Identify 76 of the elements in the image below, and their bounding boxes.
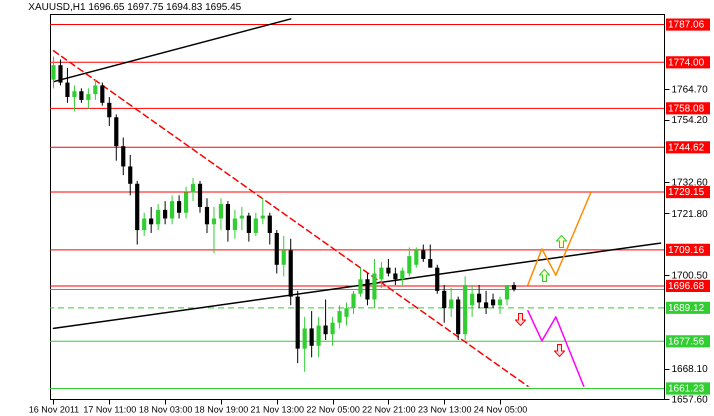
candlestick — [324, 298, 328, 340]
candlestick — [477, 284, 482, 309]
candlestick — [435, 264, 440, 294]
candlestick — [310, 310, 314, 358]
candlestick — [421, 244, 426, 262]
candlestick — [100, 82, 104, 106]
candlestick — [365, 272, 370, 306]
y-tick-label: 1764.70 — [672, 84, 708, 96]
candlestick — [128, 154, 132, 196]
candlestick — [121, 137, 126, 176]
y-tick-label: 1732.60 — [672, 178, 708, 189]
candlestick — [142, 212, 146, 236]
ref-line-label: 1689.12 — [668, 302, 705, 314]
candlestick — [268, 212, 272, 246]
candlestick — [246, 212, 251, 242]
candlestick — [379, 261, 384, 288]
ref-line-label: 1774.00 — [668, 57, 705, 68]
candlestick — [93, 79, 98, 100]
candlestick — [176, 194, 182, 220]
candlestick — [484, 290, 488, 314]
candlestick — [149, 206, 154, 234]
candlestick — [212, 206, 216, 254]
ref-line-label: 1744.62 — [668, 142, 705, 154]
candlestick — [407, 246, 412, 277]
y-tick-label: 1657.60 — [672, 394, 708, 406]
candlestick — [218, 198, 224, 231]
y-tick-label: 1721.80 — [672, 208, 708, 220]
ref-line-label: 1709.16 — [668, 244, 705, 256]
y-tick-label: 1668.10 — [672, 364, 708, 376]
ref-line-label: 1696.68 — [668, 280, 705, 292]
candlestick — [393, 267, 398, 286]
ref-line-label: 1661.23 — [668, 384, 705, 394]
line-series — [527, 192, 592, 286]
candlestick — [184, 186, 188, 220]
candlestick — [414, 246, 418, 268]
candlestick — [51, 56, 56, 89]
candlestick — [204, 198, 210, 234]
candlestick — [86, 88, 90, 110]
candlestick — [240, 206, 244, 231]
candlestick — [490, 293, 496, 309]
candlestick — [72, 84, 77, 112]
x-tick-label: 24 Nov 05:00 — [474, 404, 528, 414]
x-tick-label: 22 Nov 21:00 — [362, 404, 416, 414]
x-tick-label: 18 Nov 03:00 — [138, 404, 192, 414]
ref-line-label: 1677.56 — [668, 336, 705, 348]
candlestick — [504, 284, 510, 306]
ref-line-label: 1758.08 — [668, 103, 705, 114]
x-tick-label: 21 Nov 13:00 — [250, 404, 304, 414]
x-tick-label: 16 Nov 2011 — [28, 404, 80, 414]
candlestick — [358, 267, 363, 298]
candlestick — [156, 204, 160, 231]
candlestick — [254, 212, 258, 236]
x-tick-label: 23 Nov 13:00 — [418, 404, 472, 414]
candlestick — [170, 194, 174, 225]
candlestick — [400, 267, 404, 286]
candlestick — [232, 209, 237, 240]
x-tick-label: 17 Nov 11:00 — [83, 404, 136, 414]
x-tick-label: 22 Nov 05:00 — [306, 404, 360, 414]
candlestick — [512, 282, 516, 292]
y-tick-label: 1754.20 — [672, 115, 708, 126]
candlestick — [428, 244, 432, 268]
candlestick — [190, 178, 196, 202]
candlestick — [79, 88, 84, 104]
x-tick-label: 18 Nov 19:00 — [194, 404, 248, 414]
candlestick — [386, 258, 390, 277]
candlestick — [198, 180, 202, 214]
candlestick — [260, 198, 265, 225]
candlestick — [107, 96, 112, 126]
line-series — [527, 310, 585, 388]
y-tick-label: 1700.50 — [672, 270, 708, 282]
candlestick — [442, 284, 446, 324]
candlestick — [163, 200, 168, 225]
candlestick — [282, 235, 286, 277]
ref-line-label: 1787.06 — [668, 20, 705, 31]
ref-line-label: 1729.15 — [668, 187, 705, 198]
chart-title: XAUUSD,H1 1696.65 1697.75 1694.83 1695.45 — [28, 2, 242, 13]
